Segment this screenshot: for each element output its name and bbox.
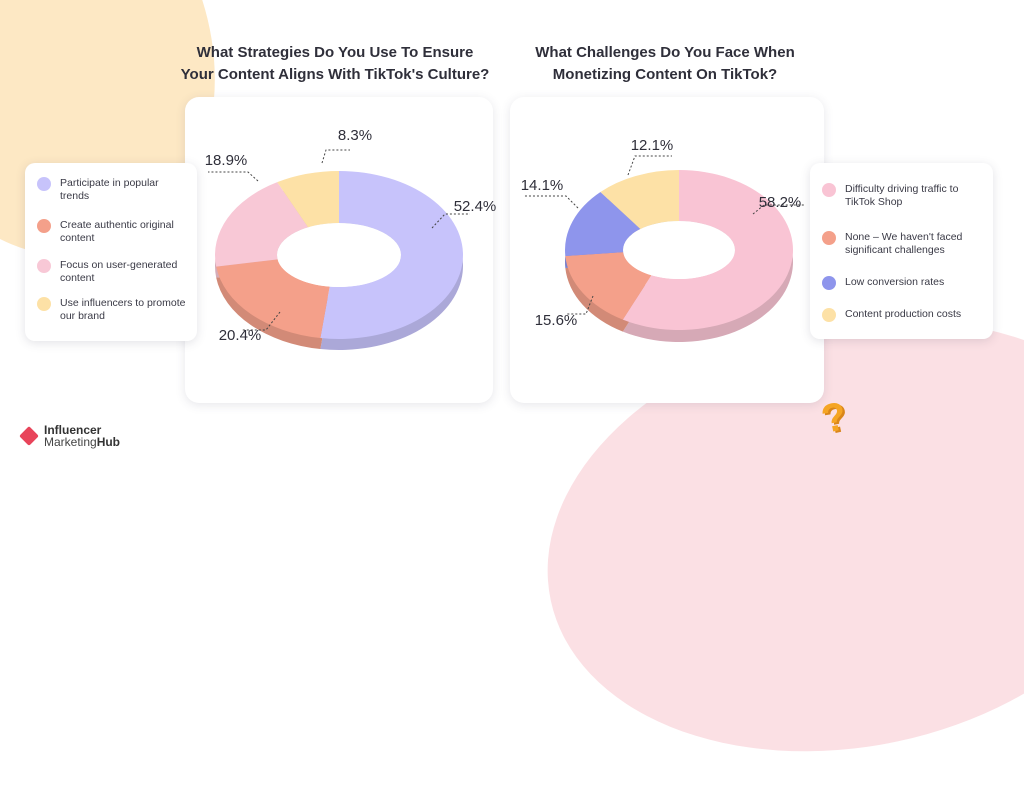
legend-item: Focus on user-generated content (37, 259, 190, 285)
legend-swatch (822, 231, 836, 245)
leader-line (627, 155, 672, 176)
donut-hole (277, 223, 401, 287)
legend-item: Use influencers to promote our brand (37, 297, 190, 323)
logo-line2b: Hub (96, 435, 121, 449)
legend-item: None – We haven't faced significant chal… (822, 231, 975, 257)
donut-slice (277, 171, 339, 228)
legend-label: None – We haven't faced significant chal… (845, 231, 963, 256)
legend-swatch (822, 183, 836, 197)
leader-line (321, 149, 350, 164)
legend-swatch (37, 259, 51, 273)
donut-charts: 52.4% 20.4% 18.9% 8.3% 58.2% 15.6% 14.1% 12.1% (205, 127, 805, 350)
legend-item: Create authentic original content (37, 219, 190, 245)
legend-swatch (822, 308, 836, 322)
donut-hole (623, 221, 735, 279)
legend-strategies: Participate in popular trends Create aut… (25, 163, 197, 341)
legend-swatch (37, 177, 51, 191)
logo-line1: Influencer (44, 423, 102, 437)
donut-slice (215, 182, 309, 267)
chart-title-strategies: What Strategies Do You Use To Ensure You… (180, 44, 490, 83)
legend-swatch (822, 276, 836, 290)
legend-item: Difficulty driving traffic to TikTok Sho… (822, 183, 975, 209)
slice-value-label: 18.9% (205, 152, 248, 169)
leader-line (752, 204, 805, 215)
brand-logo: Influencer MarketingHub (19, 424, 120, 448)
donut-slice (216, 259, 330, 339)
legend-label: Create authentic original content (60, 219, 174, 244)
legend-label: Focus on user-generated content (60, 259, 178, 284)
slice-value-label: 52.4% (454, 198, 497, 215)
chart-title-challenges: What Challenges Do You Face When Monetiz… (535, 44, 795, 83)
slice-value-label: 12.1% (631, 137, 674, 154)
legend-label: Low conversion rates (845, 276, 945, 288)
legend-label: Content production costs (845, 308, 962, 320)
slice-value-label: 58.2% (759, 194, 802, 211)
leader-line (524, 195, 579, 209)
logo-diamond-icon (19, 426, 39, 446)
logo-line2a: Marketing (44, 435, 97, 449)
legend-swatch (37, 297, 51, 311)
legend-item: Participate in popular trends (37, 177, 190, 203)
slice-value-label: 14.1% (521, 177, 564, 194)
slice-value-label: 15.6% (535, 312, 578, 329)
slice-value-label: 20.4% (219, 327, 262, 344)
legend-swatch (37, 219, 51, 233)
legend-label: Participate in popular trends (60, 177, 159, 202)
legend-item: Low conversion rates (822, 276, 975, 290)
legend-label: Difficulty driving traffic to TikTok Sho… (845, 183, 959, 208)
leader-line (208, 171, 259, 182)
legend-challenges: Difficulty driving traffic to TikTok Sho… (810, 163, 993, 339)
donut-slice (565, 192, 641, 257)
slice-value-label: 8.3% (338, 127, 372, 144)
donut-slice (320, 171, 463, 339)
donut-slice (565, 252, 652, 320)
legend-item: Content production costs (822, 308, 975, 322)
leader-line (566, 295, 594, 315)
donut-slice (622, 170, 793, 330)
donut-slice (600, 170, 679, 229)
legend-label: Use influencers to promote our brand (60, 297, 186, 322)
logo-text: Influencer MarketingHub (44, 424, 120, 448)
